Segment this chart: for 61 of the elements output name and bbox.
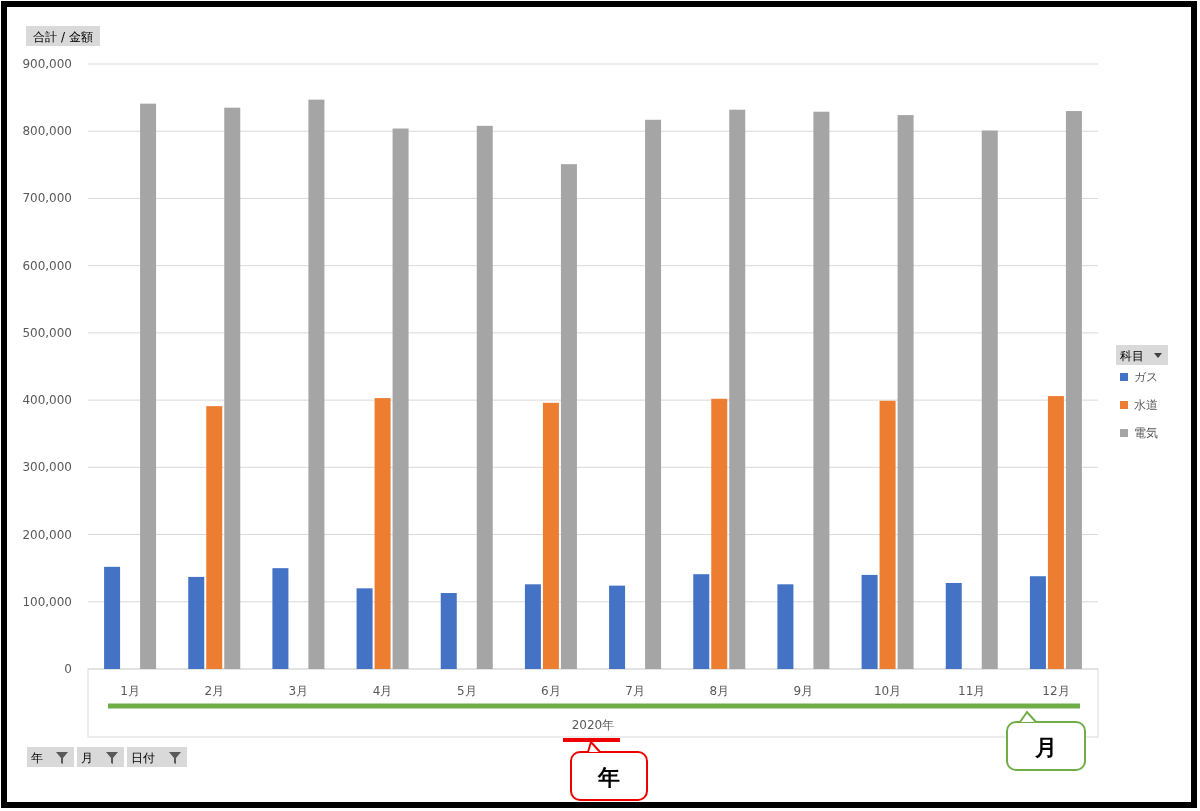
- y-tick-label: 600,000: [22, 258, 72, 273]
- bar: [356, 588, 373, 669]
- bar: [272, 568, 289, 669]
- x-tick-label: 7月: [625, 684, 645, 698]
- field-button: 年: [27, 747, 74, 767]
- y-tick-label: 100,000: [22, 594, 72, 609]
- bar: [861, 574, 878, 669]
- bar: [308, 99, 325, 669]
- bar: [440, 593, 457, 669]
- x-tick-label: 10月: [873, 684, 902, 698]
- bar: [711, 398, 728, 669]
- legend-label: ガス: [1134, 370, 1158, 384]
- x-tick-label: 6月: [541, 684, 561, 698]
- bar: [693, 574, 710, 669]
- x-tick-label: 5月: [456, 684, 477, 698]
- bar: [1047, 396, 1064, 669]
- bar: [542, 402, 559, 669]
- bar: [879, 400, 896, 669]
- bar: [1029, 576, 1046, 669]
- y-tick-label: 400,000: [22, 393, 72, 408]
- y-tick-label: 500,000: [22, 325, 72, 340]
- y-tick-label: 0: [64, 662, 72, 676]
- legend-label: 電気: [1134, 426, 1158, 440]
- bar: [392, 128, 409, 669]
- x-tick-label: 3月: [288, 684, 309, 698]
- y-tick-label: 700,000: [22, 191, 72, 206]
- bar: [897, 115, 914, 669]
- y-tick-label: 300,000: [22, 460, 72, 475]
- y-axis-title: 合計 / 金額: [33, 30, 93, 44]
- bar: [524, 584, 541, 669]
- bar: [560, 164, 577, 669]
- bar: [188, 576, 205, 669]
- bar: [476, 125, 493, 669]
- field-button: 月: [77, 747, 124, 767]
- legend-label: 水道: [1134, 398, 1158, 412]
- bar: [1065, 111, 1082, 669]
- bar: [104, 566, 121, 669]
- x-tick-label: 12月: [1042, 684, 1070, 698]
- bar: [729, 109, 746, 669]
- bar: [609, 585, 626, 669]
- x-tick-label: 4月: [372, 684, 393, 698]
- x-tick-label: 11月: [958, 684, 986, 698]
- x-tick-label: 2月: [204, 684, 225, 698]
- bar: [945, 582, 962, 669]
- bar: [374, 398, 391, 669]
- y-tick-label: 900,000: [22, 57, 72, 71]
- bar: [777, 584, 794, 669]
- bar: [981, 130, 998, 669]
- x-axis-title: 2020年: [571, 718, 615, 732]
- legend-title: 科目: [1120, 349, 1144, 363]
- y-tick-label: 800,000: [22, 124, 72, 139]
- field-button: 日付: [127, 747, 187, 767]
- x-tick-label: 9月: [793, 684, 814, 698]
- bar: [224, 107, 241, 669]
- bar: [140, 103, 157, 669]
- bar: [813, 111, 830, 669]
- x-tick-label: 1月: [120, 684, 140, 698]
- y-tick-label: 200,000: [22, 527, 72, 542]
- bar: [645, 119, 662, 669]
- bar: [206, 406, 223, 669]
- x-tick-label: 8月: [709, 684, 730, 698]
